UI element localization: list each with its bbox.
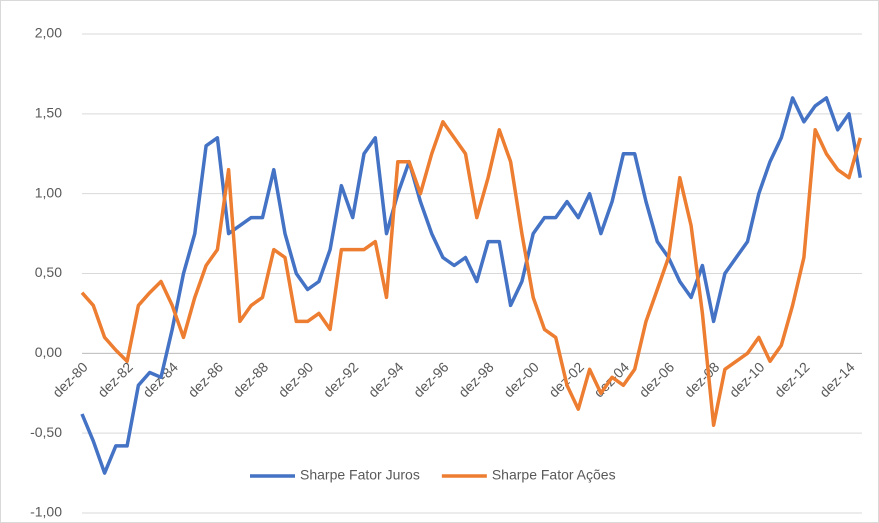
- y-tick-label: 2,00: [35, 25, 62, 41]
- y-tick-label: 0,00: [35, 344, 62, 360]
- y-tick-label: 1,00: [35, 184, 62, 200]
- y-tick-label: -0,50: [30, 424, 62, 440]
- y-tick-label: 0,50: [35, 264, 62, 280]
- series-line: [80, 120, 862, 427]
- legend-label: Sharpe Fator Juros: [300, 467, 420, 483]
- legend-label: Sharpe Fator Ações: [492, 467, 616, 483]
- series-line: [80, 96, 863, 475]
- y-tick-label: -1,00: [30, 504, 62, 520]
- y-tick-label: 1,50: [35, 105, 62, 121]
